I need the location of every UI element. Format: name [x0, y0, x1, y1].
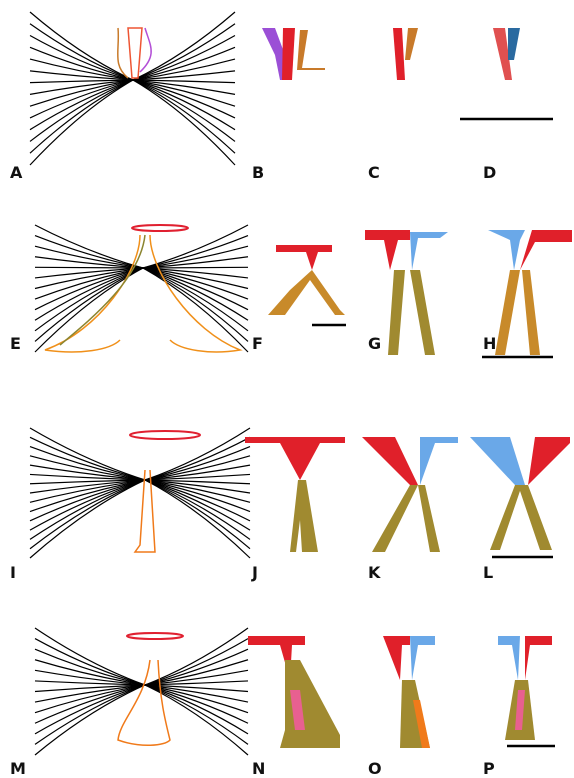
panel-label: D	[483, 163, 496, 182]
field-line	[30, 80, 133, 165]
strand	[470, 437, 525, 485]
strand	[276, 245, 332, 270]
panel-label: G	[368, 334, 381, 353]
panel-label: C	[368, 163, 380, 182]
strand	[372, 485, 440, 552]
outline	[132, 225, 188, 231]
panel-label: A	[10, 163, 23, 182]
panel-label: B	[252, 163, 264, 182]
outline	[118, 660, 170, 745]
strand	[410, 232, 448, 270]
panel-label: I	[10, 563, 16, 582]
field-line	[145, 480, 250, 558]
strand	[420, 437, 458, 485]
strand	[383, 636, 410, 680]
strand	[245, 437, 345, 480]
figure: A B C D E F G H I J K L M N O P	[0, 0, 574, 778]
strand	[525, 636, 552, 680]
panel-label: O	[368, 759, 382, 778]
strand	[410, 636, 435, 680]
strand	[508, 28, 520, 60]
panel-label: K	[368, 563, 381, 582]
strand	[282, 28, 295, 80]
panel-label: J	[251, 563, 258, 582]
strand	[405, 28, 418, 60]
strand	[362, 437, 418, 485]
field-line	[35, 267, 143, 268]
field-line	[143, 268, 248, 341]
panel-label: N	[252, 759, 265, 778]
strand	[498, 636, 520, 680]
strand	[268, 270, 345, 315]
panel-label: F	[252, 334, 263, 353]
strand	[297, 30, 325, 70]
field-line	[30, 480, 145, 558]
strand	[520, 230, 572, 270]
colored-structures	[45, 28, 572, 748]
strand	[393, 28, 405, 80]
field-line	[133, 12, 235, 80]
panel-label: L	[483, 563, 493, 582]
strand	[388, 270, 435, 355]
panel-label: P	[483, 759, 495, 778]
field-lines	[30, 12, 250, 755]
panel-label: E	[10, 334, 21, 353]
field-line	[30, 428, 145, 480]
outline	[128, 28, 142, 78]
strand	[290, 480, 318, 552]
field-line	[35, 225, 143, 268]
field-line	[35, 685, 145, 755]
outline	[118, 28, 128, 78]
field-line	[133, 80, 235, 165]
strand	[365, 230, 410, 270]
outline	[130, 431, 200, 439]
strand	[488, 230, 525, 270]
panel-label: H	[483, 334, 496, 353]
outline	[127, 633, 183, 639]
strand	[495, 270, 540, 355]
strand	[490, 485, 552, 550]
strand	[528, 437, 570, 485]
outline	[150, 235, 240, 352]
strand	[280, 660, 340, 748]
panel-label: M	[10, 759, 26, 778]
